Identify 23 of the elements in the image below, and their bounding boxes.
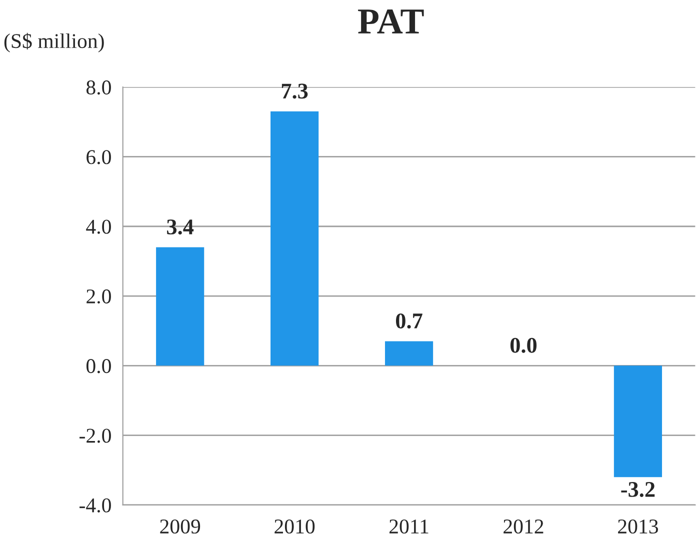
y-tick-label: 2.0 bbox=[86, 289, 111, 304]
bar bbox=[156, 247, 204, 366]
data-label: 0.7 bbox=[396, 313, 422, 329]
x-tick-label: 2010 bbox=[274, 519, 315, 534]
bar bbox=[384, 341, 434, 366]
y-tick-label: -2.0 bbox=[80, 428, 111, 443]
y-tick-label: -4.0 bbox=[80, 498, 111, 513]
data-label: 3.4 bbox=[167, 219, 194, 235]
y-tick-label: 4.0 bbox=[86, 220, 111, 234]
y-tick-label: 8.0 bbox=[86, 80, 111, 95]
bar bbox=[270, 111, 319, 366]
chart-title: PAT bbox=[358, 9, 424, 34]
data-label: 7.3 bbox=[282, 84, 308, 99]
x-tick-label: 2011 bbox=[390, 519, 428, 534]
data-label: 0.0 bbox=[510, 338, 537, 353]
x-tick-label: 2012 bbox=[504, 519, 544, 534]
y-tick-label: 6.0 bbox=[86, 150, 111, 164]
y-tick-label: 0.0 bbox=[86, 359, 111, 374]
x-tick-label: 2013 bbox=[618, 519, 658, 534]
x-tick-label: 2009 bbox=[160, 519, 200, 534]
y-axis-title: (S$ million) bbox=[4, 32, 104, 52]
data-label: -3.2 bbox=[621, 482, 655, 498]
bar bbox=[614, 366, 662, 478]
